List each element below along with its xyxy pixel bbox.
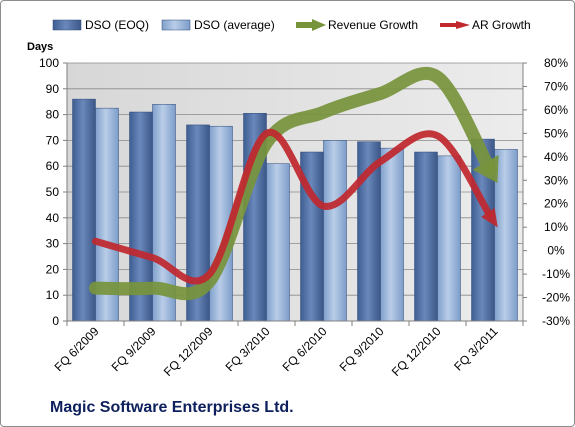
- x-tick-label: FQ 3/2011: [451, 324, 501, 374]
- y2-tick-label: 40%: [544, 150, 568, 164]
- bar-dso-average: [266, 163, 290, 322]
- y-tick-label: 70: [46, 133, 60, 147]
- y2-tick-label: 0%: [547, 244, 565, 258]
- legend-label: Revenue Growth: [328, 18, 418, 32]
- y-tick-label: 50: [46, 185, 60, 199]
- legend-swatch: [312, 19, 326, 31]
- x-tick-label: FQ 6/2010: [280, 324, 330, 374]
- y2-tick-label: 20%: [544, 197, 568, 211]
- y-tick-label: 40: [46, 211, 60, 225]
- y-tick-label: 90: [46, 82, 60, 96]
- y-tick-label: 60: [46, 159, 60, 173]
- bar-dso-average: [323, 140, 347, 322]
- y2-tick-label: 30%: [544, 173, 568, 187]
- y2-tick-label: -10%: [542, 267, 570, 281]
- y2-tick-label: 10%: [544, 220, 568, 234]
- y-axis: 0 10 20 30 40 50 60 70 80 90 100: [39, 56, 68, 328]
- growth-lines: [89, 66, 499, 301]
- legend-swatch: [161, 19, 191, 31]
- y-tick-label: 20: [46, 262, 60, 276]
- legend: DSO (EOQ) DSO (average) Revenue Growth AR G…: [52, 18, 531, 32]
- legend-swatch: [52, 19, 82, 31]
- y2-tick-label: 80%: [544, 56, 568, 70]
- x-axis: FQ 6/2009 FQ 9/2009 FQ 12/2009 FQ 3/2010 FQ …: [52, 320, 524, 379]
- y-tick-label: 10: [46, 288, 60, 302]
- line-ar-growth: [92, 128, 494, 285]
- bar-dso-average: [380, 147, 404, 322]
- legend-label: DSO (average): [194, 18, 275, 32]
- x-tick-label: FQ 12/2009: [161, 324, 216, 379]
- y-tick-label: 80: [46, 108, 60, 122]
- x-tick-label: FQ 3/2010: [223, 324, 273, 374]
- y-tick-label: 100: [39, 56, 59, 70]
- x-tick-label: FQ 6/2009: [52, 324, 102, 374]
- y-tick-label: 30: [46, 237, 60, 251]
- legend-swatch: [456, 21, 470, 29]
- chart-caption: Magic Software Enterprises Ltd.: [50, 399, 294, 416]
- secondary-y-axis: -30% -20% -10% 0% 10% 20% 30% 40% 50% 60% 70% 80%: [522, 56, 570, 328]
- bar-dso-eoq: [414, 151, 438, 322]
- bar-dso-average: [494, 149, 518, 322]
- legend-label: AR Growth: [472, 18, 531, 32]
- line-revenue-growth: [89, 66, 497, 301]
- arrowhead-ar-growth: [481, 208, 498, 228]
- y2-tick-label: 60%: [544, 103, 568, 117]
- x-tick-label: FQ 9/2009: [109, 324, 159, 374]
- y2-tick-label: -30%: [542, 314, 570, 328]
- y2-tick-label: -20%: [542, 291, 570, 305]
- x-tick-label: FQ 12/2010: [389, 324, 444, 379]
- x-tick-label: FQ 9/2010: [337, 324, 387, 374]
- arrowhead-revenue-growth: [472, 154, 499, 184]
- y2-tick-label: 70%: [544, 79, 568, 93]
- y-tick-label: 0: [52, 314, 59, 328]
- y2-tick-label: 50%: [544, 126, 568, 140]
- legend-label: DSO (EOQ): [85, 18, 149, 32]
- y-axis-title: Days: [27, 41, 53, 53]
- bar-dso-average: [437, 155, 461, 322]
